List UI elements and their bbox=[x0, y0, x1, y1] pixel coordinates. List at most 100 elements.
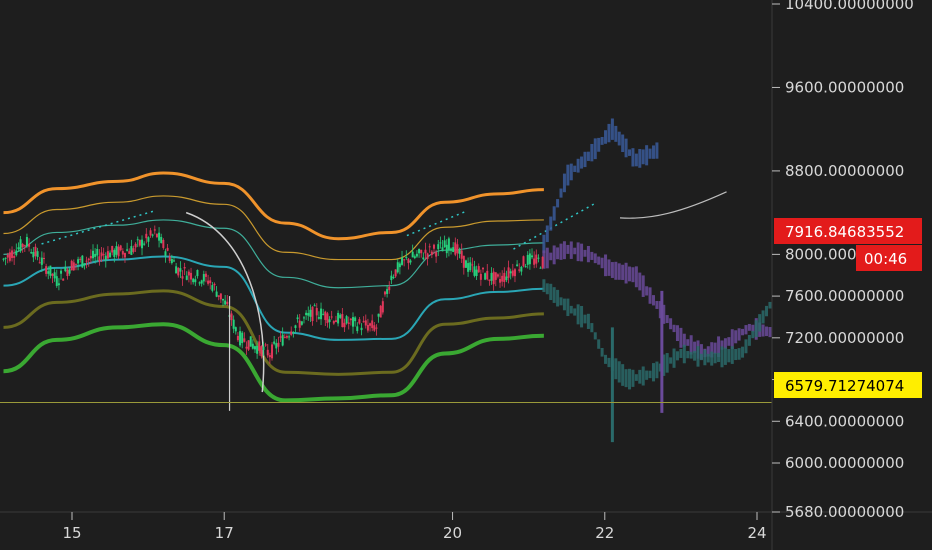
candle-body bbox=[283, 336, 286, 338]
candlestick-series bbox=[2, 225, 544, 411]
candle-body bbox=[111, 245, 114, 253]
lower-projection-bar bbox=[737, 348, 741, 360]
candle-body bbox=[398, 263, 401, 268]
lower-projection-bar bbox=[600, 347, 604, 357]
y-tick-label: 5680.00000000 bbox=[785, 503, 904, 521]
candle-body bbox=[479, 273, 482, 280]
lower-projection-bar bbox=[556, 289, 560, 307]
candle-body bbox=[119, 245, 122, 251]
mid-projection-bar bbox=[765, 326, 769, 337]
lower-projection-bar bbox=[747, 334, 751, 346]
candle-body bbox=[537, 257, 540, 259]
x-tick-label: 15 bbox=[62, 524, 81, 542]
candle-body bbox=[315, 307, 318, 316]
candle-body bbox=[354, 317, 357, 322]
upper-projection-bar bbox=[556, 199, 560, 208]
candle-body bbox=[482, 267, 484, 270]
candle-body bbox=[349, 318, 352, 321]
band-upper-outer bbox=[3, 171, 544, 241]
candle-body bbox=[32, 252, 35, 258]
band-mid bbox=[3, 255, 544, 341]
upper-projection-bar bbox=[621, 134, 625, 153]
candle-body bbox=[501, 275, 504, 282]
candle-body bbox=[62, 278, 65, 281]
candle-body bbox=[358, 319, 361, 324]
y-tick-label: 6000.00000000 bbox=[785, 454, 904, 472]
candle-body bbox=[141, 239, 144, 249]
candle-body bbox=[241, 332, 244, 344]
candle-body bbox=[153, 229, 156, 231]
candle-body bbox=[328, 319, 331, 323]
candle-body bbox=[19, 239, 22, 252]
mid-projection-bar bbox=[662, 304, 666, 324]
mid-projection-bar bbox=[562, 241, 566, 260]
candle-body bbox=[298, 320, 301, 328]
lower-projection-bar bbox=[758, 314, 762, 332]
mid-projection-bar bbox=[744, 325, 748, 335]
lower-projection-bar bbox=[672, 348, 676, 368]
candle-body bbox=[407, 258, 410, 264]
lower-projection-bar bbox=[624, 369, 628, 388]
upper-projection-bar bbox=[552, 206, 556, 221]
candle-body bbox=[68, 269, 71, 274]
y-tick-label: 9600.00000000 bbox=[785, 78, 904, 96]
candle-body bbox=[49, 265, 52, 276]
candle-body bbox=[477, 266, 480, 273]
annotation-arc-1 bbox=[185, 211, 265, 393]
mid-projection-bar bbox=[720, 340, 724, 350]
support-price-label: 6579.71274074 bbox=[785, 377, 904, 395]
candle-body bbox=[332, 321, 335, 324]
candle-body bbox=[428, 246, 431, 248]
candle-body bbox=[435, 251, 438, 257]
candle-body bbox=[411, 251, 414, 258]
y-tick-label: 10400.00000000 bbox=[785, 0, 914, 13]
lower-projection-bar bbox=[545, 283, 549, 295]
candle-body bbox=[64, 266, 67, 272]
trend-line-2 bbox=[406, 209, 469, 237]
candle-body bbox=[326, 313, 329, 324]
candle-body bbox=[245, 346, 248, 349]
candle-body bbox=[194, 279, 197, 283]
lower-projection-bar bbox=[562, 298, 566, 311]
candle-body bbox=[366, 324, 369, 331]
upper-projection-bar bbox=[580, 156, 584, 169]
candle-body bbox=[439, 242, 442, 244]
mid-projection-bar bbox=[552, 245, 556, 265]
candle-body bbox=[388, 286, 391, 291]
mid-projection-bar bbox=[621, 264, 625, 280]
candle-body bbox=[106, 251, 109, 259]
candle-body bbox=[145, 233, 148, 239]
lower-projection-bar bbox=[723, 347, 727, 365]
x-axis[interactable]: 15 17 20 22 24 bbox=[62, 512, 767, 542]
candle-body bbox=[266, 349, 269, 356]
candle-body bbox=[360, 327, 363, 331]
candle-body bbox=[509, 271, 512, 274]
candle-body bbox=[249, 336, 252, 347]
lower-projection-bar bbox=[576, 304, 580, 325]
lower-projection-bar bbox=[689, 351, 693, 359]
lower-projection-bar bbox=[761, 310, 765, 324]
candle-body bbox=[524, 266, 527, 268]
candle-body bbox=[217, 295, 220, 297]
mid-projection-bar bbox=[549, 252, 553, 261]
lower-projection-bar bbox=[713, 352, 717, 364]
lower-projection-bar bbox=[703, 349, 707, 366]
candle-body bbox=[4, 257, 7, 259]
mid-projection-bar bbox=[741, 328, 745, 336]
lower-projection-bar bbox=[727, 349, 731, 363]
mid-projection-bar bbox=[542, 250, 546, 269]
candle-body bbox=[128, 251, 131, 254]
upper-projection-bar bbox=[569, 163, 573, 181]
mid-projection-bar bbox=[576, 242, 580, 262]
candle-body bbox=[275, 343, 278, 349]
candle-body bbox=[198, 282, 201, 284]
candle-body bbox=[488, 279, 491, 281]
candle-body bbox=[100, 252, 103, 257]
channel-bands bbox=[3, 171, 727, 403]
candle-body bbox=[401, 257, 404, 265]
upper-projection-bar bbox=[610, 118, 614, 140]
candle-body bbox=[11, 250, 14, 258]
candle-body bbox=[462, 255, 465, 268]
candle-body bbox=[279, 336, 282, 338]
